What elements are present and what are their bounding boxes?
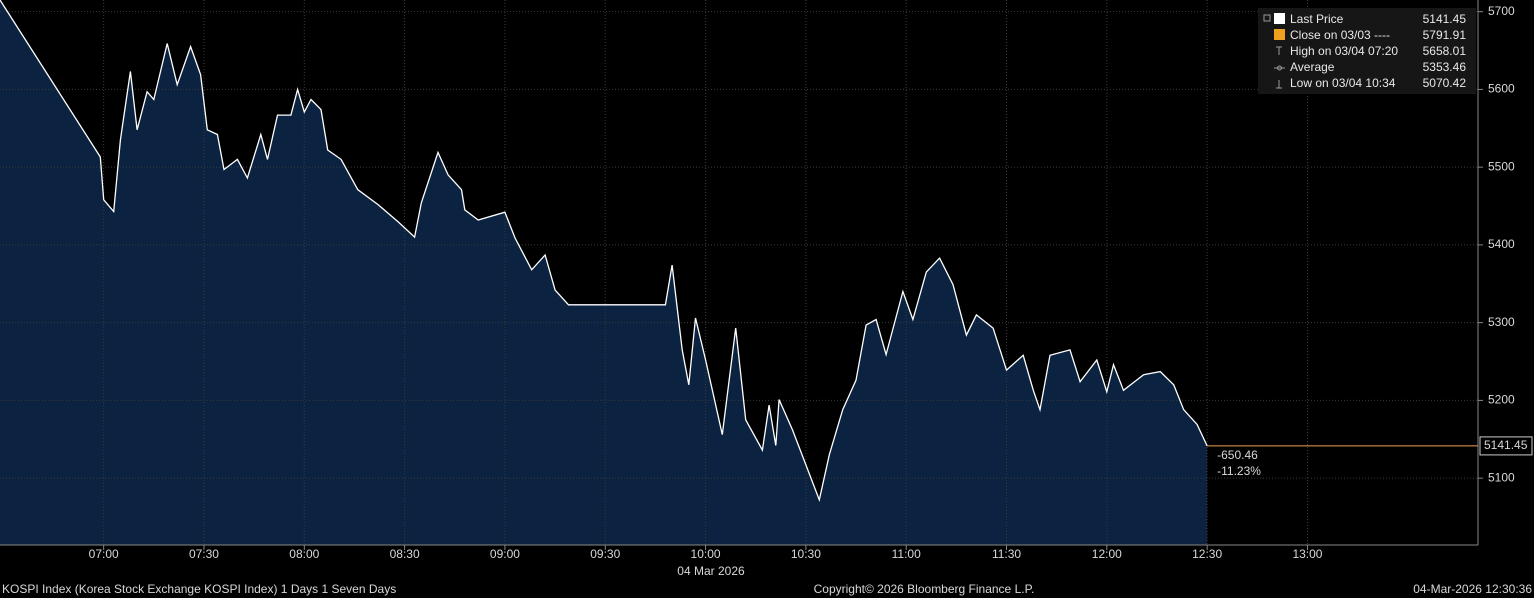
legend-value: 5070.42 bbox=[1423, 76, 1467, 90]
legend-label: Close on 03/03 ---- bbox=[1290, 28, 1390, 42]
footer-center: Copyright© 2026 Bloomberg Finance L.P. bbox=[814, 582, 1035, 596]
legend-label: High on 03/04 07:20 bbox=[1290, 44, 1398, 58]
legend-label: Average bbox=[1290, 60, 1335, 74]
y-tick-label: 5300 bbox=[1488, 315, 1515, 329]
x-tick-label: 10:30 bbox=[791, 547, 821, 561]
x-tick-label: 07:00 bbox=[89, 547, 119, 561]
x-tick-label: 10:00 bbox=[691, 547, 721, 561]
legend-icon bbox=[1274, 65, 1285, 71]
y-tick-label: 5100 bbox=[1488, 470, 1515, 484]
y-tick-label: 5500 bbox=[1488, 159, 1515, 173]
y-tick-label: 5600 bbox=[1488, 82, 1515, 96]
y-tick-label: 5200 bbox=[1488, 393, 1515, 407]
area bbox=[0, 0, 1208, 545]
legend-value: 5141.45 bbox=[1423, 12, 1467, 26]
y-tick-label: 5400 bbox=[1488, 237, 1515, 251]
x-tick-label: 09:30 bbox=[590, 547, 620, 561]
plot bbox=[0, 0, 1478, 545]
x-tick-label: 07:30 bbox=[189, 547, 219, 561]
legend-swatch bbox=[1274, 29, 1285, 40]
legend-label: Low on 03/04 10:34 bbox=[1290, 76, 1396, 90]
legend-icon bbox=[1276, 80, 1282, 89]
legend-value: 5353.46 bbox=[1423, 60, 1467, 74]
change-pct-label: -11.23% bbox=[1217, 464, 1261, 478]
x-tick-label: 11:00 bbox=[892, 547, 921, 561]
x-tick-label: 08:00 bbox=[289, 547, 319, 561]
x-tick-label: 12:00 bbox=[1092, 547, 1122, 561]
legend: Last Price Close on 03/03 ---- High on 0… bbox=[1258, 8, 1476, 94]
legend-label: Last Price bbox=[1290, 12, 1344, 26]
date-label: 04 Mar 2026 bbox=[677, 564, 745, 578]
legend-toggle bbox=[1263, 14, 1271, 22]
x-tick-label: 09:00 bbox=[490, 547, 520, 561]
line bbox=[0, 0, 1208, 503]
x-tick-label: 11:30 bbox=[992, 547, 1021, 561]
legend-value: 5791.91 bbox=[1423, 28, 1467, 42]
y-tick-label: 5700 bbox=[1488, 4, 1515, 18]
x-tick-label: 12:30 bbox=[1192, 547, 1222, 561]
last-price-box bbox=[1479, 436, 1533, 456]
x-tick-label: 13:00 bbox=[1292, 547, 1322, 561]
footer-left: KOSPI Index (Korea Stock Exchange KOSPI … bbox=[2, 582, 396, 596]
legend-box bbox=[1258, 8, 1476, 94]
change-label: -650.46 bbox=[1217, 448, 1258, 462]
legend-value: 5658.01 bbox=[1423, 44, 1467, 58]
footer-right: 04-Mar-2026 12:30:36 bbox=[1413, 582, 1532, 596]
last-price-label: 5141.45 bbox=[1484, 438, 1528, 452]
legend-icon bbox=[1276, 46, 1282, 55]
x-tick-label: 08:30 bbox=[390, 547, 420, 561]
legend-swatch bbox=[1274, 13, 1285, 24]
